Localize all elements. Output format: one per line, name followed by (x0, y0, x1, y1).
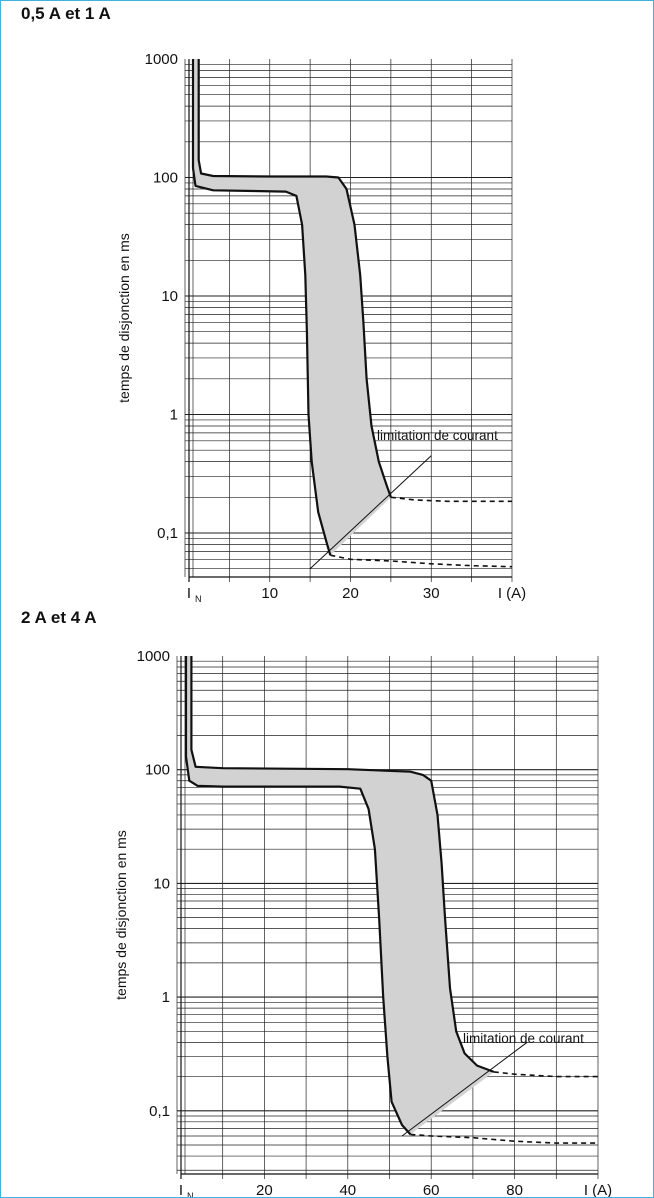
x-tick-label: 20 (256, 1182, 273, 1197)
x-tick-label: 20 (342, 585, 359, 602)
current-limit-line (309, 455, 432, 570)
y-tick-label: 1 (170, 407, 178, 424)
series-dashed-line (330, 554, 513, 568)
y-axis-label: temps de disjonction en ms (113, 830, 129, 1000)
x-tick-label: I (A) (584, 1182, 612, 1197)
series-curve-line (190, 656, 495, 1073)
annotation-label: limitation de courant (463, 1031, 584, 1046)
x-tick-label: I (A) (498, 585, 526, 602)
chart-1: 1000 100 10 1 0,1 I N 10 20 30 I (A) temps de disjo… (116, 51, 526, 604)
x-tick-label: 80 (506, 1182, 523, 1197)
x-tick-label: 30 (423, 585, 440, 602)
x-tick-label: 60 (423, 1182, 440, 1197)
series-curve-line (191, 59, 332, 556)
y-axis-label: temps de disjonction en ms (116, 233, 132, 403)
x-tick-label: 10 (261, 585, 278, 602)
y-tick-label: 1 (162, 989, 170, 1006)
series-curve-line (184, 656, 412, 1136)
y-tick-label: 0,1 (149, 1103, 170, 1120)
chart-2-title: 2 A et 4 A (21, 608, 97, 627)
y-tick-label: 100 (145, 762, 170, 779)
x-tick-label-subscript: N (195, 594, 202, 604)
tripping-band (186, 656, 494, 1135)
y-tick-label: 10 (153, 875, 170, 892)
y-tick-label: 1000 (137, 648, 170, 665)
series-curve-line (197, 59, 392, 498)
chart-2: 1000 100 10 1 0,1 I N 20 40 60 80 I (A) temps de dis… (113, 648, 612, 1197)
annotation-label: limitation de courant (377, 428, 498, 443)
x-tick-label-subscript: N (187, 1191, 194, 1197)
current-limit-line (401, 1041, 528, 1137)
series-dashed-line (493, 1071, 598, 1078)
y-tick-label: 0,1 (157, 525, 178, 542)
chart-1-title: 0,5 A et 1 A (21, 4, 111, 23)
x-tick-label: I (179, 1182, 183, 1197)
x-tick-label: I (187, 585, 191, 602)
series-dashed-line (390, 496, 512, 503)
y-tick-label: 10 (161, 288, 178, 305)
x-tick-label: 40 (339, 1182, 356, 1197)
series-dashed-line (410, 1133, 598, 1144)
y-tick-label: 100 (153, 170, 178, 187)
y-tick-label: 1000 (145, 51, 178, 68)
